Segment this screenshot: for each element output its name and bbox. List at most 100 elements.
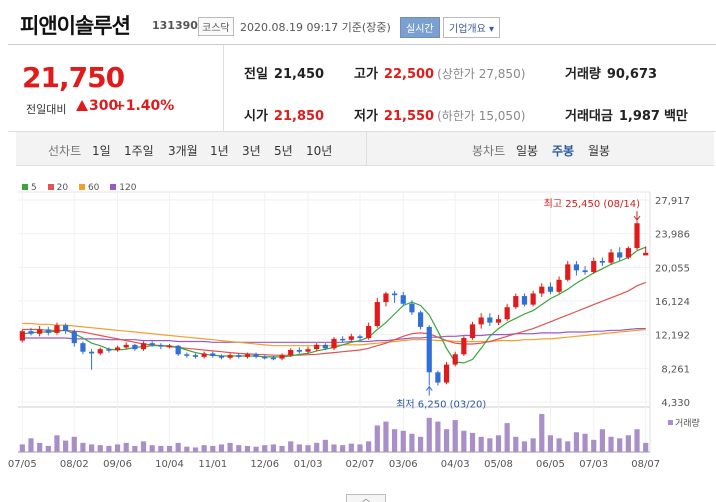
chart-collapse-tab[interactable]: ︿ — [346, 494, 386, 502]
timestamp: 2020.08.19 09:17 기준(장중) — [240, 21, 391, 34]
volume-bar — [348, 443, 354, 452]
volume-bar — [123, 442, 129, 452]
low-annotation: 최저 6,250 (03/20) — [396, 399, 486, 411]
volume-bar — [227, 442, 233, 452]
candle-body — [573, 264, 580, 271]
y-tick-label: 27,917 — [655, 196, 690, 207]
volume-bar — [158, 445, 164, 452]
y-tick-label: 20,055 — [655, 263, 690, 274]
volume-bar — [45, 445, 51, 452]
summary-divider — [223, 45, 224, 133]
candle-body — [63, 325, 69, 332]
candle-body — [236, 355, 242, 357]
candlestick-svg: 27,917 23,986 20,055 16,124 12,192 8,261 4,330… — [8, 191, 700, 470]
candle-body — [97, 349, 103, 354]
volume-label: 거래량 — [675, 417, 700, 429]
candle-body — [392, 293, 398, 296]
period-1w[interactable]: 1주일 — [124, 144, 154, 158]
candle-body — [331, 338, 337, 349]
legend-ma20: 20 — [47, 183, 68, 193]
low-price: 저가 21,550 (하한가 15,050) — [354, 109, 526, 124]
candle-body — [478, 317, 484, 325]
candle-body — [625, 248, 631, 258]
change-label: 전일대비 — [26, 103, 67, 116]
period-1d[interactable]: 1일 — [92, 144, 111, 158]
candle-body — [504, 307, 510, 320]
volume-bar — [132, 445, 138, 452]
volume-bar — [556, 438, 562, 452]
x-tick-label: 08/07 — [631, 459, 660, 470]
candle-body — [452, 354, 458, 365]
y-tick-label: 23,986 — [655, 230, 690, 241]
volume-bar — [565, 441, 571, 452]
y-tick-label: 12,192 — [655, 331, 690, 342]
candle-body — [28, 331, 34, 334]
candle-daily[interactable]: 일봉 — [516, 144, 539, 158]
candle-body — [37, 329, 43, 334]
candle-body — [244, 354, 251, 357]
volume-bar — [279, 445, 285, 452]
candle-body — [192, 355, 199, 357]
volume-bar — [617, 438, 623, 452]
period-5y[interactable]: 5년 — [274, 144, 293, 158]
x-tick-label: 06/05 — [536, 459, 565, 470]
line-chart-label: 선차트 — [48, 144, 82, 158]
period-3m[interactable]: 3개월 — [168, 144, 198, 158]
volume-bar — [400, 430, 406, 452]
candle-body — [218, 356, 225, 358]
volume-bar — [487, 438, 493, 452]
period-3y[interactable]: 3년 — [242, 144, 261, 158]
x-tick-label: 03/06 — [389, 459, 418, 470]
volume-legend-swatch — [668, 420, 673, 425]
volume-bar — [63, 440, 69, 452]
candle-body — [305, 349, 311, 352]
candle-body — [495, 319, 502, 323]
period-10y[interactable]: 10년 — [306, 144, 333, 158]
volume-bar — [374, 425, 380, 452]
volume-bar — [270, 444, 276, 452]
volume-bar — [643, 442, 649, 452]
candle-body — [643, 252, 649, 256]
candle-body — [80, 343, 86, 352]
candle-chart-label: 봉차트 — [472, 144, 506, 158]
candle-body — [106, 349, 112, 351]
x-tick-label: 07/05 — [8, 459, 37, 470]
candle-body — [175, 345, 181, 355]
company-overview-dropdown[interactable]: 기업개요 ▾ — [443, 17, 500, 38]
candle-body — [487, 317, 493, 323]
volume-bar — [106, 445, 112, 452]
volume-bar — [88, 444, 95, 452]
volume-bar — [357, 444, 363, 452]
volume-bar — [28, 438, 34, 452]
x-tick-label: 11/01 — [198, 459, 227, 470]
legend-ma60: 60 — [78, 183, 99, 193]
realtime-button[interactable]: 실시간 — [400, 17, 440, 38]
volume-bar — [452, 420, 458, 452]
x-tick-label: 09/06 — [103, 459, 132, 470]
candle-body — [132, 344, 138, 350]
candle-body — [262, 356, 268, 359]
candle-body — [348, 336, 354, 340]
y-tick-label: 8,261 — [661, 364, 690, 375]
legend-ma5: 5 — [22, 183, 37, 193]
candle-body — [227, 355, 233, 358]
volume-bar — [409, 433, 415, 452]
candle-body — [184, 354, 190, 356]
candle-monthly[interactable]: 월봉 — [588, 144, 611, 158]
price-chart[interactable]: 5 20 60 120 27,917 23,986 20,055 16,124 12,1… — [0, 176, 716, 502]
volume-bar — [625, 435, 631, 452]
candle-body — [357, 336, 363, 339]
volume-bar — [149, 445, 155, 452]
volume-bar — [166, 445, 173, 452]
period-1y[interactable]: 1년 — [210, 144, 229, 158]
x-tick-label: 05/08 — [484, 459, 513, 470]
candle-body — [71, 331, 77, 344]
candle-body — [634, 223, 640, 249]
candle-weekly[interactable]: 주봉 — [552, 144, 575, 158]
change-percent: +1.40% — [114, 98, 175, 114]
volume-bar — [201, 445, 207, 452]
volume-bar — [305, 445, 311, 452]
volume-bar — [262, 445, 268, 452]
candle-body — [88, 351, 95, 354]
volume-bar — [547, 435, 554, 452]
